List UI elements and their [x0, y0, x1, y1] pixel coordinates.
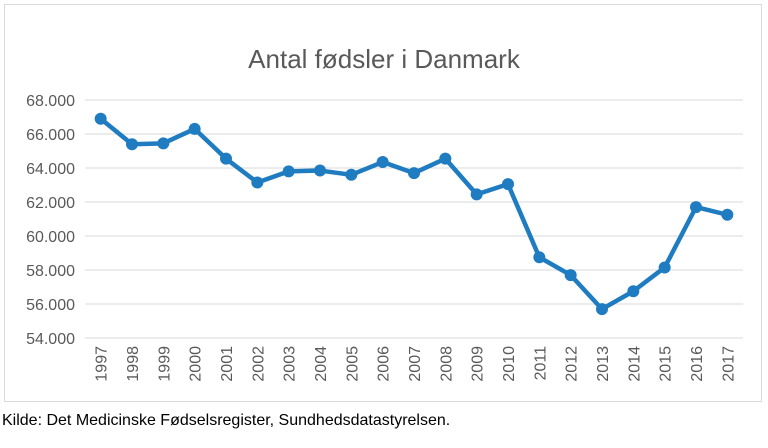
x-tick-label: 2016 — [689, 346, 706, 382]
data-point — [376, 156, 389, 169]
x-tick-label: 2004 — [313, 346, 330, 382]
x-tick-label: 2008 — [438, 346, 455, 382]
series-layer — [94, 112, 734, 316]
y-tick-label: 68.000 — [26, 93, 75, 110]
line-chart: Antal fødsler i Danmark 54.000 56.000 58.0… — [26, 44, 743, 382]
y-tick-label: 60.000 — [26, 229, 75, 246]
y-axis-tick-labels: 54.000 56.000 58.000 60.000 62.000 64.000 66.0… — [26, 93, 75, 348]
data-point — [658, 261, 671, 274]
y-tick-label: 66.000 — [26, 127, 75, 144]
data-point — [721, 208, 734, 221]
source-note: Kilde: Det Medicinske Fødselsregister, S… — [2, 412, 451, 429]
data-point — [470, 188, 483, 201]
data-point — [502, 178, 514, 191]
y-tick-label: 56.000 — [26, 297, 75, 314]
chart-frame: Antal fødsler i Danmark 54.000 56.000 58.0… — [4, 4, 762, 402]
x-tick-label: 2015 — [658, 346, 675, 382]
data-point — [345, 168, 358, 181]
y-tick-label: 62.000 — [26, 195, 75, 212]
x-tick-label: 2017 — [720, 346, 737, 382]
x-tick-label: 2003 — [282, 346, 299, 382]
x-tick-label: 2011 — [532, 346, 549, 381]
data-point — [690, 201, 702, 214]
x-tick-label: 2001 — [219, 346, 236, 382]
y-tick-label: 64.000 — [26, 161, 75, 178]
x-tick-label: 2010 — [501, 346, 518, 382]
x-tick-label: 1999 — [156, 346, 173, 382]
x-tick-label: 1998 — [125, 346, 142, 382]
x-tick-label: 2013 — [595, 346, 612, 382]
data-point — [251, 176, 264, 189]
data-point — [564, 269, 577, 282]
data-point — [220, 152, 232, 165]
x-tick-label: 2006 — [376, 346, 393, 382]
x-tick-label: 2009 — [470, 346, 487, 382]
chart-title: Antal fødsler i Danmark — [248, 44, 521, 74]
x-tick-label: 1997 — [94, 346, 111, 382]
x-tick-label: 2005 — [344, 346, 361, 382]
y-tick-label: 54.000 — [26, 331, 75, 348]
data-point — [126, 138, 138, 151]
data-point — [533, 251, 546, 264]
x-tick-label: 2014 — [626, 346, 643, 382]
data-point — [439, 152, 452, 165]
series-line — [98, 116, 730, 312]
data-point — [627, 285, 640, 298]
data-point — [408, 167, 420, 180]
data-point — [596, 303, 608, 316]
y-tick-label: 58.000 — [26, 263, 75, 280]
x-tick-label: 2000 — [188, 346, 205, 382]
data-point — [188, 122, 201, 135]
data-point — [94, 112, 107, 125]
x-tick-label: 2012 — [564, 346, 581, 382]
x-tick-label: 2002 — [250, 346, 267, 382]
data-point — [282, 165, 295, 178]
x-tick-label: 2007 — [407, 346, 424, 382]
x-axis-tick-labels: 1997 1998 1999 2000 2001 2002 2003 2004 2005 2006… — [94, 346, 738, 382]
data-point — [314, 164, 326, 177]
data-point — [157, 137, 170, 150]
